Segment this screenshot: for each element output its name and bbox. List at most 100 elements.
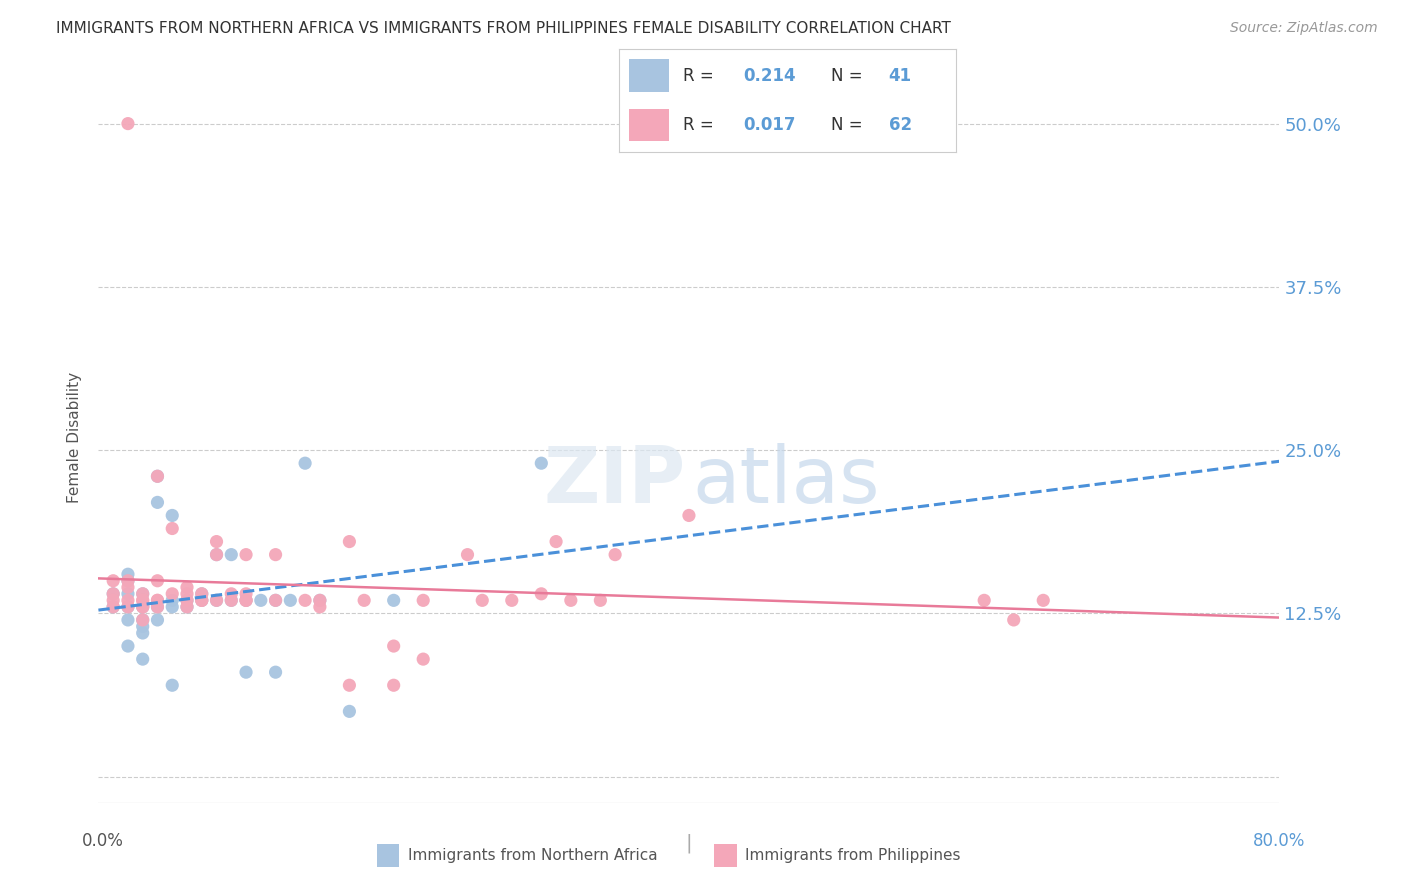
Bar bbox=[628, 59, 669, 92]
Point bbox=[353, 593, 375, 607]
Point bbox=[176, 593, 198, 607]
Point bbox=[219, 593, 242, 607]
Point bbox=[132, 593, 155, 607]
Text: Immigrants from Philippines: Immigrants from Philippines bbox=[745, 848, 960, 863]
Text: IMMIGRANTS FROM NORTHERN AFRICA VS IMMIGRANTS FROM PHILIPPINES FEMALE DISABILITY: IMMIGRANTS FROM NORTHERN AFRICA VS IMMIG… bbox=[56, 21, 950, 36]
Point bbox=[176, 580, 198, 594]
Point bbox=[117, 567, 139, 582]
Point bbox=[605, 548, 627, 562]
Point bbox=[146, 599, 169, 614]
Point bbox=[309, 593, 332, 607]
Text: R =: R = bbox=[683, 67, 718, 85]
Text: 0.017: 0.017 bbox=[744, 116, 796, 134]
Point bbox=[191, 587, 214, 601]
Point bbox=[132, 599, 155, 614]
Text: ZIP: ZIP bbox=[543, 443, 685, 519]
Point bbox=[294, 456, 316, 470]
Point bbox=[339, 705, 360, 719]
Text: 0.0%: 0.0% bbox=[82, 832, 124, 850]
Point bbox=[530, 587, 553, 601]
Point bbox=[235, 548, 257, 562]
Point bbox=[560, 593, 582, 607]
Point bbox=[235, 593, 257, 607]
Point bbox=[412, 652, 434, 666]
Point bbox=[264, 593, 287, 607]
Point bbox=[162, 521, 183, 535]
Text: atlas: atlas bbox=[693, 443, 880, 519]
Point bbox=[294, 593, 316, 607]
Point bbox=[117, 599, 139, 614]
Point bbox=[176, 587, 198, 601]
Point bbox=[117, 613, 139, 627]
Point bbox=[162, 599, 183, 614]
Point bbox=[162, 593, 183, 607]
Point bbox=[146, 469, 169, 483]
Text: 62: 62 bbox=[889, 116, 911, 134]
Point bbox=[132, 599, 155, 614]
Point bbox=[117, 574, 139, 588]
Point bbox=[132, 613, 155, 627]
Point bbox=[250, 593, 273, 607]
Point bbox=[589, 593, 612, 607]
Point bbox=[146, 593, 169, 607]
Text: N =: N = bbox=[831, 67, 868, 85]
Point bbox=[191, 593, 214, 607]
Point bbox=[117, 599, 139, 614]
Bar bbox=[628, 109, 669, 141]
Point bbox=[146, 613, 169, 627]
Point bbox=[219, 548, 242, 562]
Point bbox=[501, 593, 523, 607]
Point bbox=[309, 599, 332, 614]
Point bbox=[382, 678, 405, 692]
Point bbox=[117, 587, 139, 601]
Point bbox=[205, 548, 228, 562]
Text: Source: ZipAtlas.com: Source: ZipAtlas.com bbox=[1230, 21, 1378, 35]
Point bbox=[117, 117, 139, 131]
Point bbox=[132, 619, 155, 633]
Point bbox=[146, 495, 169, 509]
Point bbox=[146, 593, 169, 607]
Point bbox=[132, 652, 155, 666]
Point bbox=[117, 593, 139, 607]
Point bbox=[1002, 613, 1025, 627]
Point bbox=[339, 534, 360, 549]
Point bbox=[235, 593, 257, 607]
Point bbox=[132, 587, 155, 601]
Point bbox=[205, 593, 228, 607]
Point bbox=[205, 593, 228, 607]
Text: N =: N = bbox=[831, 116, 868, 134]
Point bbox=[678, 508, 700, 523]
Text: Immigrants from Northern Africa: Immigrants from Northern Africa bbox=[408, 848, 658, 863]
Point bbox=[235, 593, 257, 607]
Point bbox=[205, 534, 228, 549]
Point bbox=[235, 587, 257, 601]
Point bbox=[309, 593, 332, 607]
Point bbox=[103, 587, 125, 601]
Point bbox=[176, 593, 198, 607]
Point bbox=[132, 593, 155, 607]
Point bbox=[191, 587, 214, 601]
Point bbox=[546, 534, 568, 549]
Text: |: | bbox=[686, 833, 692, 853]
Point bbox=[176, 599, 198, 614]
Point bbox=[264, 593, 287, 607]
Point bbox=[456, 548, 478, 562]
Point bbox=[219, 593, 242, 607]
Point bbox=[132, 613, 155, 627]
Point bbox=[103, 574, 125, 588]
Point bbox=[973, 593, 995, 607]
Y-axis label: Female Disability: Female Disability bbox=[67, 371, 83, 503]
Point bbox=[117, 580, 139, 594]
Point bbox=[412, 593, 434, 607]
Point bbox=[103, 599, 125, 614]
Point bbox=[132, 626, 155, 640]
Point bbox=[162, 587, 183, 601]
Point bbox=[146, 469, 169, 483]
Point bbox=[264, 548, 287, 562]
Point bbox=[278, 593, 302, 607]
Point bbox=[103, 593, 125, 607]
Point bbox=[219, 587, 242, 601]
Point bbox=[1032, 593, 1054, 607]
Point bbox=[235, 665, 257, 680]
Point bbox=[264, 665, 287, 680]
